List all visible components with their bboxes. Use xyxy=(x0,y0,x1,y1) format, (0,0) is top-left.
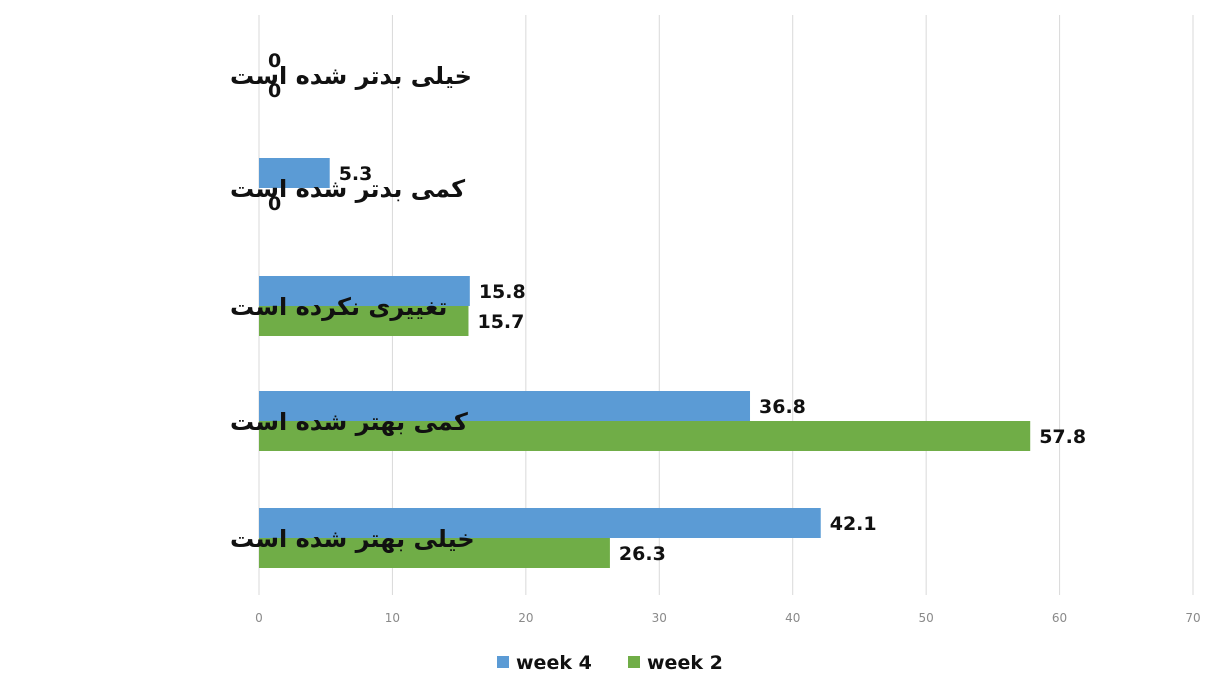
legend-label-week-4: week 4 xyxy=(516,652,592,674)
category-label: خیلی بدتر شده است xyxy=(230,62,472,90)
bar-week-2-4 xyxy=(259,538,610,568)
category-label: تغییری نکرده است xyxy=(230,293,447,321)
x-tick-label: 50 xyxy=(919,611,934,625)
x-tick-label: 0 xyxy=(255,611,263,625)
category-label: خیلی بهتر شده است xyxy=(230,525,475,553)
data-label-week-2: 57.8 xyxy=(1039,426,1086,448)
legend-label-week-2: week 2 xyxy=(647,652,723,674)
x-tick-label: 10 xyxy=(385,611,400,625)
data-label-week-2: 0 xyxy=(268,80,281,102)
bar-week-4-4 xyxy=(259,508,821,538)
bar-week-4-2 xyxy=(259,276,470,306)
legend-swatch-week-2 xyxy=(628,656,640,668)
x-tick-label: 30 xyxy=(652,611,667,625)
data-label-week-2: 0 xyxy=(268,193,281,215)
data-label-week-2: 15.7 xyxy=(477,311,524,333)
legend: week 4 week 2 xyxy=(497,652,723,674)
bars xyxy=(259,158,1031,568)
category-label: کمی بدتر شده است xyxy=(230,175,465,203)
data-label-week-2: 26.3 xyxy=(619,543,666,565)
data-label-week-4: 42.1 xyxy=(830,513,877,535)
x-tick-label: 60 xyxy=(1052,611,1067,625)
gridlines xyxy=(258,15,1194,595)
bar-week-4-3 xyxy=(259,391,751,421)
data-label-week-4: 0 xyxy=(268,50,281,72)
data-label-week-4: 36.8 xyxy=(759,396,806,418)
data-label-week-4: 5.3 xyxy=(339,163,373,185)
bar-week-2-2 xyxy=(259,306,469,336)
x-tick-label: 70 xyxy=(1185,611,1200,625)
legend-swatch-week-4 xyxy=(497,656,509,668)
x-tick-label: 20 xyxy=(518,611,533,625)
bar-week-4-1 xyxy=(259,158,330,188)
data-labels: 0 0 5.3 0 15.8 15.7 36.8 57.8 42.1 26.3 xyxy=(268,50,1086,565)
category-label: کمی بهتر شده است xyxy=(230,408,468,436)
x-tick-label: 40 xyxy=(785,611,800,625)
category-labels: خیلی بدتر شده است کمی بدتر شده است تغییری … xyxy=(230,62,475,553)
x-axis-ticks: 0 10 20 30 40 50 60 70 xyxy=(255,611,1200,625)
bar-week-2-3 xyxy=(259,421,1031,451)
data-label-week-4: 15.8 xyxy=(479,281,526,303)
